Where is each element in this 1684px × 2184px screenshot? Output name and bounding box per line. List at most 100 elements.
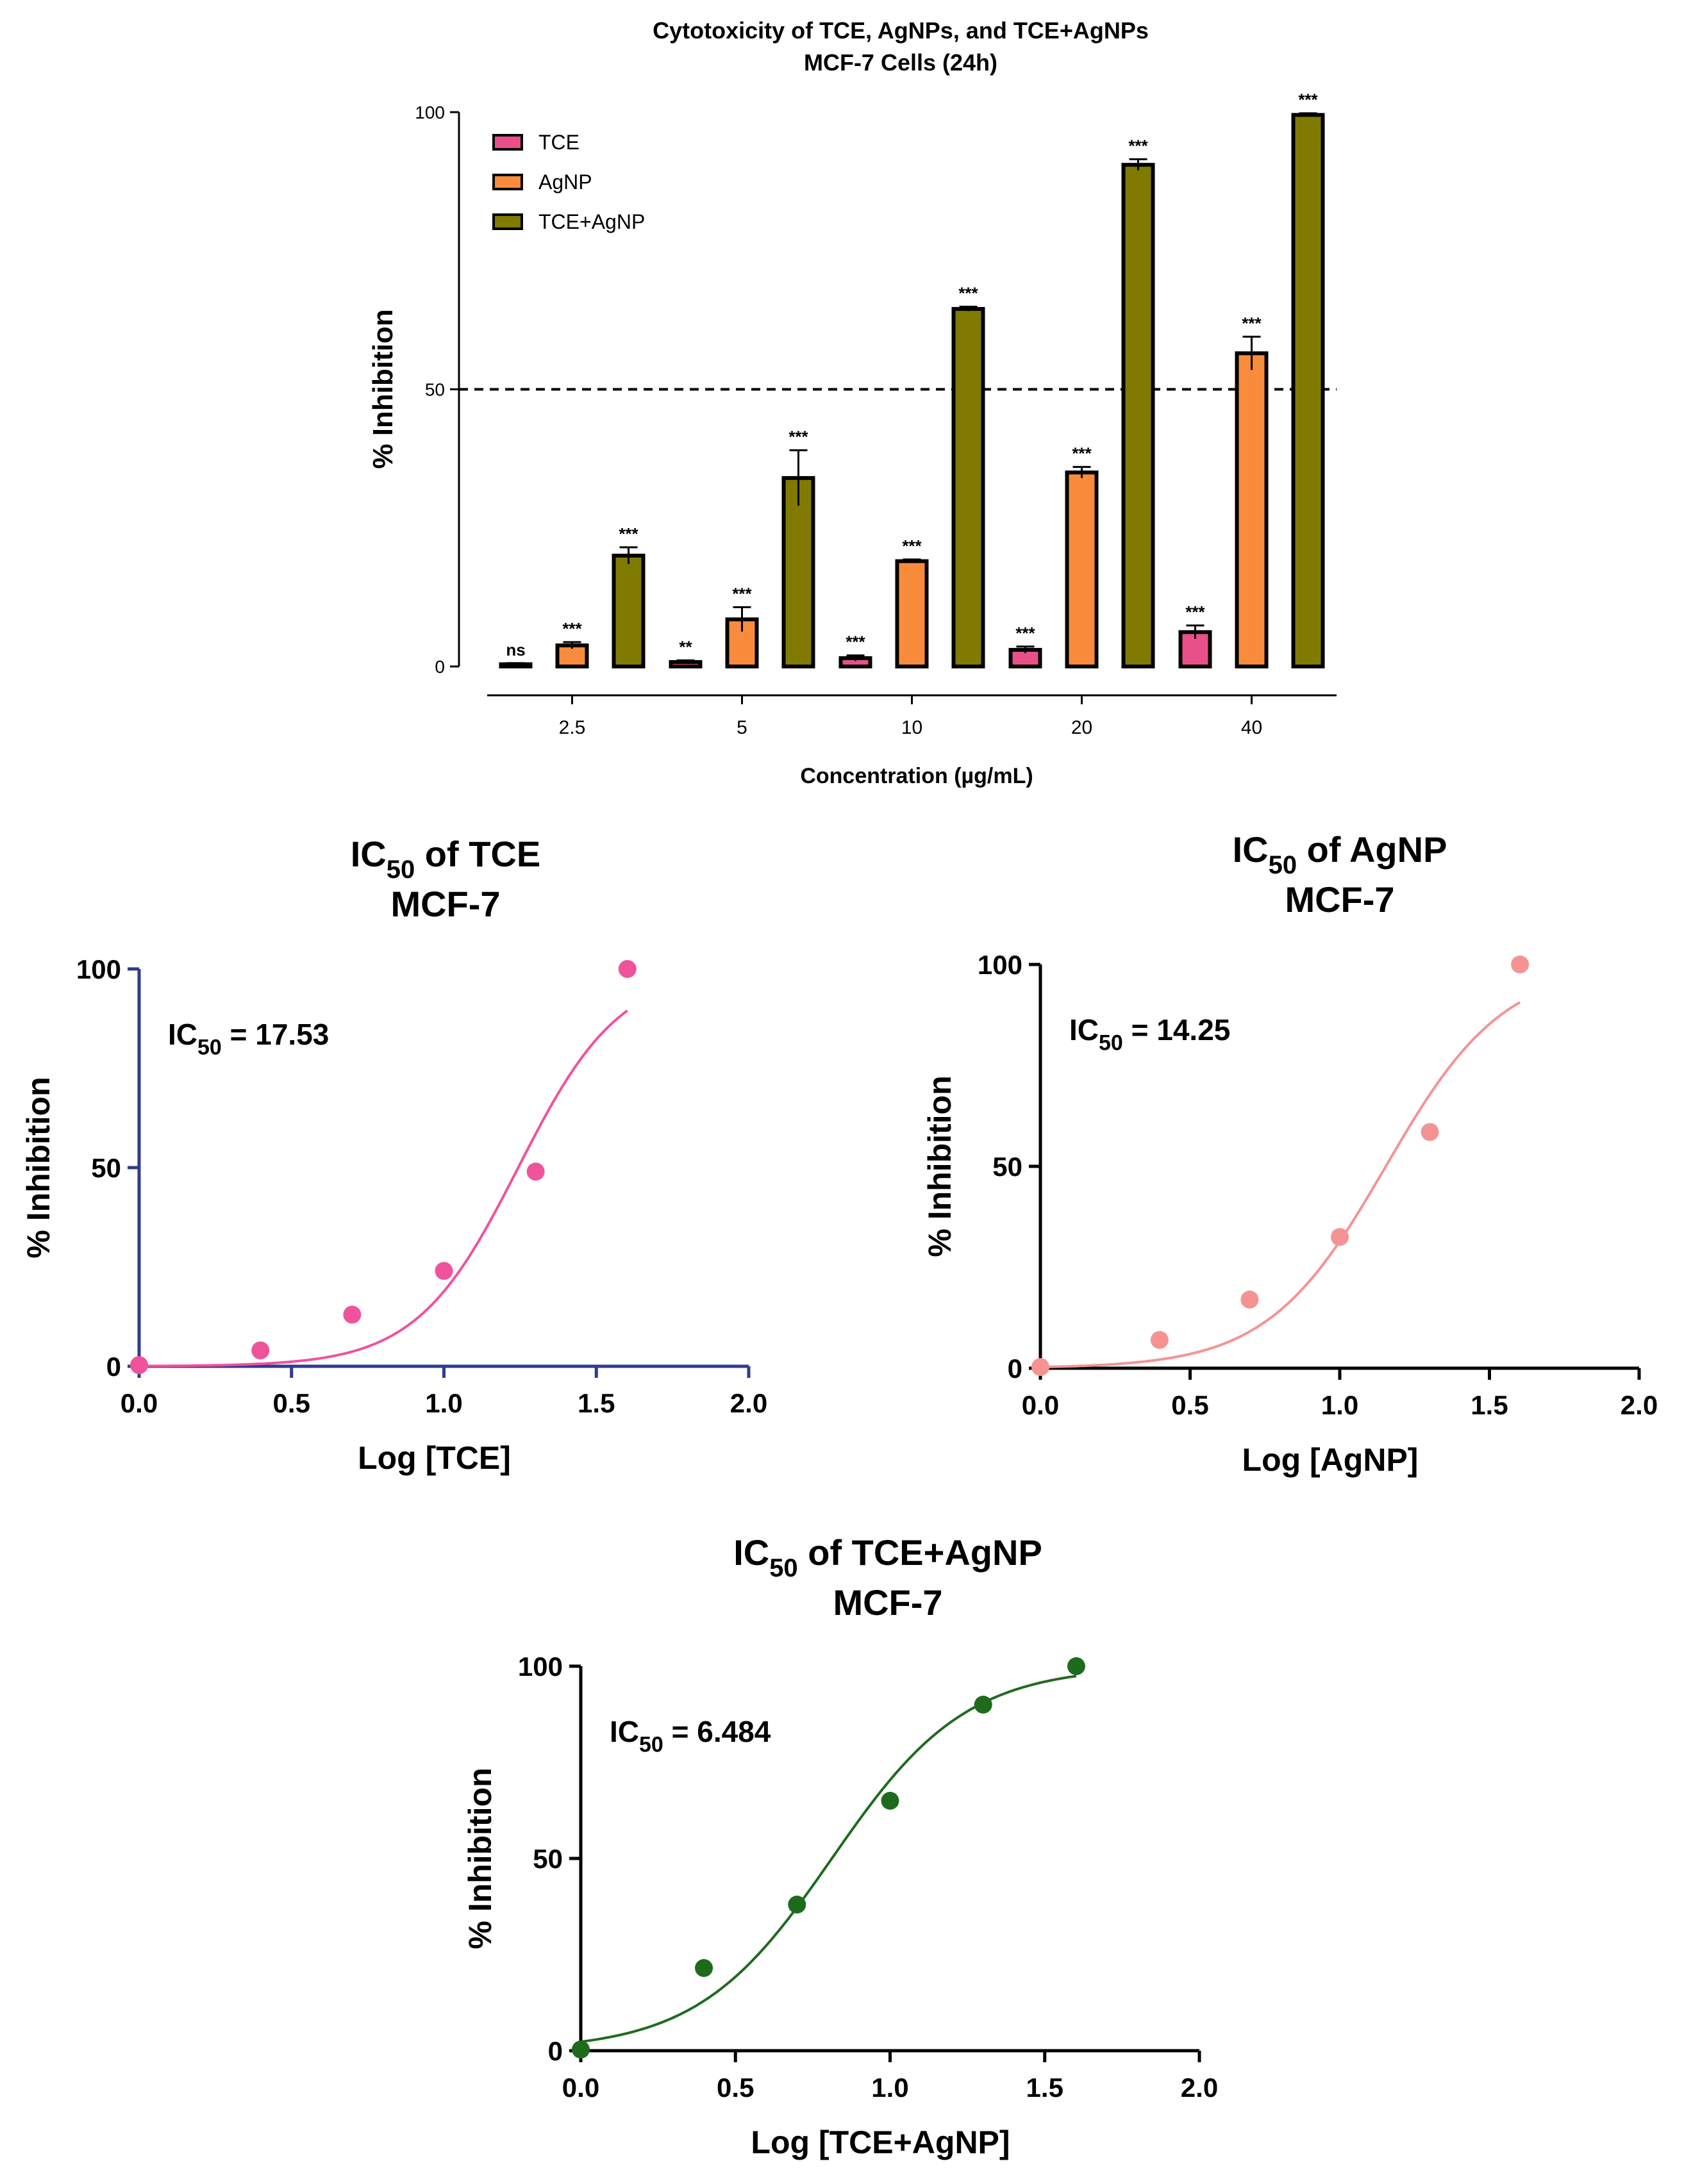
ic50-combo-y-tick-label: 50: [533, 1844, 563, 1874]
ic50-agnp-title: IC50 of AgNP: [1233, 829, 1447, 879]
bar-significance-label: ***: [1185, 602, 1205, 622]
ic50-combo-data-point: [974, 1696, 992, 1714]
ic50-combo-data-point: [572, 2040, 590, 2059]
ic50-tce-data-point: [130, 1356, 148, 1375]
bar-agnp: [1235, 351, 1269, 669]
ic50-tce-title-subscript: 50: [387, 856, 415, 884]
bar-y-tick-label: 50: [425, 380, 445, 400]
ic50-tce-x-tick-label: 0.5: [273, 1388, 310, 1418]
bar-agnp: [895, 559, 929, 669]
bar-chart-subtitle: MCF-7 Cells (24h): [804, 49, 997, 76]
ic50-combo-title: IC50 of TCE+AgNP: [733, 1532, 1042, 1582]
ic50-agnp-value-label: IC50 = 14.25: [1069, 1013, 1230, 1055]
ic50-combo-x-tick-label: 0.0: [562, 2072, 599, 2103]
bar-x-axis-label: Concentration (µg/mL): [800, 764, 1033, 788]
ic50-combo-x-tick-label: 2.0: [1181, 2072, 1218, 2103]
ic50-combo-title-subscript: 50: [769, 1554, 798, 1582]
bar-x-tick-label: 5: [737, 717, 747, 738]
ic50-agnp-x-tick-label: 1.0: [1321, 1390, 1358, 1420]
ic50-combo-data-point: [788, 1896, 806, 1914]
ic50-tce-value-label-prefix: IC: [168, 1018, 197, 1051]
bar-agnp: [1065, 470, 1099, 668]
ic50-tce-data-point: [251, 1341, 270, 1360]
ic50-agnp-data-point: [1150, 1330, 1169, 1349]
ic50-tce-x-tick-label: 2.0: [730, 1388, 767, 1418]
bar-x-tick-label: 10: [901, 717, 922, 738]
ic50-combo-data-point: [1067, 1657, 1085, 1675]
bar-tce-agnp: [1291, 113, 1325, 668]
bar-x-tick-label: 2.5: [559, 717, 586, 738]
ic50-tce-data-point: [435, 1262, 453, 1280]
bar-significance-label: ***: [562, 619, 582, 638]
ic50-combo-x-axis-label: Log [TCE+AgNP]: [751, 2124, 1010, 2160]
ic50-combo-x-tick-label: 1.0: [871, 2072, 908, 2103]
ic50-tce-x-axis-label: Log [TCE]: [358, 1440, 511, 1476]
bar-y-tick-label: 0: [435, 657, 445, 677]
ic50-tce-y-tick-label: 100: [76, 954, 121, 984]
bar-y-tick-label: 100: [415, 103, 445, 122]
ic50-agnp-x-tick-label: 0.0: [1022, 1390, 1059, 1420]
ic50-combo-y-axis-label: % Inhibition: [462, 1767, 498, 1949]
ic50-tce-value-label-rest: = 17.53: [222, 1018, 329, 1051]
bar-tce-agnp: [612, 554, 646, 668]
ic50-agnp-value-label-rest: = 14.25: [1123, 1013, 1231, 1046]
ic50-agnp-value-label-prefix: IC: [1069, 1013, 1099, 1046]
ic50-tce-subtitle: MCF-7: [390, 884, 500, 924]
ic50-combo-value-label-prefix: IC: [610, 1715, 639, 1748]
bar-significance-label: ***: [619, 524, 638, 543]
ic50-combo-value-label-subscript: 50: [639, 1732, 663, 1757]
bar-x-tick-label: 40: [1241, 717, 1262, 738]
bar-x-tick-label: 20: [1071, 717, 1092, 738]
ic50-combo-y-tick-label: 100: [518, 1651, 563, 1682]
bar-y-axis-label: % Inhibition: [367, 309, 399, 468]
bar-significance-label: ***: [1072, 444, 1092, 463]
legend-swatch-tce: [492, 134, 523, 151]
ic50-combo-title-prefix: IC: [733, 1532, 769, 1573]
ic50-combo-data-point: [695, 1959, 713, 1977]
ic50-tce-x-tick-label: 1.0: [425, 1388, 462, 1418]
bar-tce-agnp: [781, 476, 815, 669]
ic50-combo-x-tick-label: 1.5: [1026, 2072, 1063, 2103]
bar-tce-agnp: [951, 307, 985, 668]
bar-chart-title: Cytotoxicity of TCE, AgNPs, and TCE+AgNP…: [653, 17, 1149, 44]
ic50-agnp-x-axis-label: Log [AgNP]: [1242, 1442, 1419, 1478]
legend-swatch-tce-agnp: [492, 213, 523, 230]
ic50-tce-x-tick-label: 1.5: [578, 1388, 615, 1418]
ic50-tce-y-tick-label: 50: [91, 1153, 121, 1183]
ic50-tce-y-tick-label: 0: [106, 1352, 121, 1382]
ic50-agnp-subtitle: MCF-7: [1285, 879, 1394, 920]
bar-significance-label: ***: [732, 584, 752, 603]
ic50-agnp-x-tick-label: 0.5: [1171, 1390, 1208, 1420]
ic50-combo-title-rest: of TCE+AgNP: [798, 1532, 1042, 1573]
ic50-combo-value-label-rest: = 6.484: [663, 1715, 771, 1748]
bar-chart: Cytotoxicity of TCE, AgNPs, and TCE+AgNP…: [367, 17, 1337, 788]
legend-label: TCE: [538, 131, 579, 154]
ic50-tce-data-point: [526, 1162, 545, 1181]
ic50-agnp-x-tick-label: 1.5: [1471, 1390, 1508, 1420]
ic50-agnp-fit-curve: [1040, 1001, 1521, 1369]
ic50-tce-x-tick-label: 0.0: [121, 1388, 158, 1418]
ic50-agnp-data-point: [1331, 1228, 1349, 1246]
bar-significance-label: ***: [846, 633, 865, 652]
ic50-combo-fit-curve: [580, 1675, 1077, 2044]
bar-significance-label: ***: [1298, 90, 1318, 110]
bar-significance-label: ***: [958, 284, 978, 303]
bar-significance-label: ***: [1128, 136, 1148, 156]
ic50-agnp-y-tick-label: 0: [1008, 1353, 1022, 1384]
ic50-agnp-title-subscript: 50: [1269, 851, 1297, 879]
ic50-tce-title-prefix: IC: [351, 834, 387, 874]
bar-significance-label: ***: [902, 536, 922, 556]
ic50-combo-y-tick-label: 0: [548, 2036, 563, 2066]
ic50-tce-data-point: [618, 960, 637, 978]
ic50-combo-value-label: IC50 = 6.484: [610, 1715, 771, 1757]
ic50-tce-title-rest: of TCE: [415, 834, 540, 874]
ic50-agnp-y-tick-label: 50: [992, 1152, 1022, 1182]
ic50-agnp-title-rest: of AgNP: [1297, 829, 1447, 870]
ic50-agnp-title-prefix: IC: [1233, 829, 1269, 870]
ic50-tce-data-point: [343, 1305, 362, 1324]
ic50-agnp-data-point: [1031, 1358, 1049, 1377]
bar-significance-label: ***: [1242, 313, 1262, 333]
